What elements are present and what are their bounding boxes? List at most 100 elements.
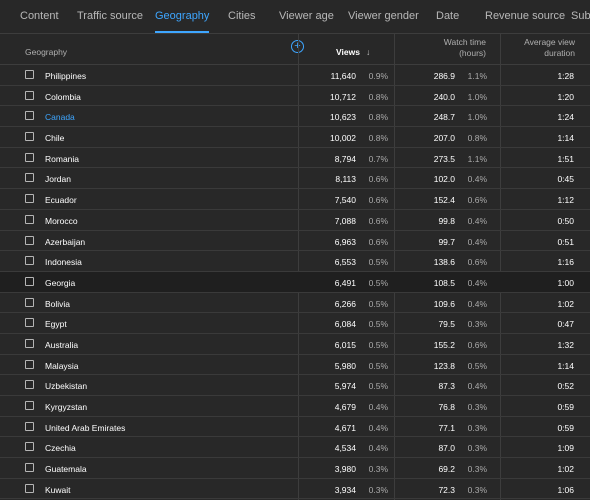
table-row[interactable]: Kuwait 3,934 0.3% 72.3 0.3% 1:06 [0, 479, 590, 500]
views-percent: 0.5% [368, 298, 388, 309]
add-metric-button[interactable]: + [291, 40, 304, 53]
average-view-duration-value: 1:14 [557, 360, 574, 371]
row-checkbox[interactable] [25, 421, 34, 431]
tab-date[interactable]: Date [436, 10, 460, 22]
row-checkbox[interactable] [25, 401, 34, 410]
average-view-duration-value: 0:51 [557, 236, 574, 247]
views-percent: 0.5% [368, 360, 388, 371]
table-row[interactable]: Georgia 6,491 0.5% 108.5 0.4% 1:00 [0, 271, 590, 293]
column-divider [394, 34, 395, 500]
table-row[interactable]: Jordan 8,113 0.6% 102.0 0.4% 0:45 [0, 168, 590, 190]
table-row[interactable]: Canada 10,623 0.8% 248.7 1.0% 1:24 [0, 106, 590, 128]
table-row[interactable]: Uzbekistan 5,974 0.5% 87.3 0.4% 0:52 [0, 375, 590, 396]
table-row[interactable]: Czechia 4,534 0.4% 87.0 0.3% 1:09 [0, 437, 590, 459]
tab-viewer-gender[interactable]: Viewer gender [348, 10, 419, 22]
table-row[interactable]: Australia 6,015 0.5% 155.2 0.6% 1:32 [0, 334, 590, 355]
table-row[interactable]: Guatemala 3,980 0.3% 69.2 0.3% 1:02 [0, 458, 590, 479]
views-percent: 0.4% [368, 443, 388, 454]
views-percent: 0.8% [368, 91, 388, 102]
watch-time-percent: 0.4% [467, 277, 487, 288]
table-row[interactable]: Egypt 6,084 0.5% 79.5 0.3% 0:47 [0, 313, 590, 334]
views-value: 6,553 [334, 257, 356, 268]
views-percent: 0.5% [368, 257, 388, 268]
country-name: Guatemala [45, 464, 87, 475]
tab-geography[interactable]: Geography [155, 0, 210, 33]
row-checkbox[interactable] [25, 483, 34, 493]
row-checkbox[interactable] [25, 338, 34, 348]
country-name[interactable]: Canada [45, 112, 75, 123]
table-row[interactable]: Indonesia 6,553 0.5% 138.6 0.6% 1:16 [0, 251, 590, 272]
row-checkbox[interactable] [25, 256, 34, 266]
tab-subscription[interactable]: Subs [571, 10, 590, 22]
table-row[interactable]: United Arab Emirates 4,671 0.4% 77.1 0.3… [0, 417, 590, 438]
row-checkbox[interactable] [25, 297, 34, 307]
row-checkbox[interactable] [25, 152, 34, 162]
watch-time-value: 123.8 [433, 360, 455, 371]
tab-traffic-source[interactable]: Traffic source [77, 10, 144, 22]
watch-time-percent: 0.5% [467, 360, 487, 371]
arrow-down-icon: ↓ [365, 47, 371, 57]
country-name: Georgia [45, 277, 76, 288]
country-name: United Arab Emirates [45, 422, 126, 433]
views-percent: 0.4% [368, 402, 388, 412]
watch-time-value: 152.4 [433, 195, 455, 206]
header-average-view-label-2: duration [544, 48, 575, 58]
table-row[interactable]: Romania 8,794 0.7% 273.5 1.1% 1:51 [0, 148, 590, 169]
header-views[interactable]: Views ↓ [336, 47, 396, 57]
views-percent: 0.6% [368, 174, 388, 185]
table-row[interactable]: Colombia 10,712 0.8% 240.0 1.0% 1:20 [0, 86, 590, 107]
table-row[interactable]: Chile 10,002 0.8% 207.0 0.8% 1:14 [0, 127, 590, 148]
table-row[interactable]: Malaysia 5,980 0.5% 123.8 0.5% 1:14 [0, 355, 590, 376]
row-checkbox[interactable] [25, 235, 34, 245]
header-geography[interactable]: Geography [25, 47, 68, 57]
row-checkbox[interactable] [25, 442, 34, 452]
watch-time-value: 108.5 [433, 277, 455, 288]
watch-time-value: 207.0 [433, 133, 455, 144]
country-name: Czechia [45, 443, 76, 454]
average-view-duration-value: 1:09 [557, 443, 574, 454]
watch-time-value: 155.2 [433, 339, 455, 350]
row-checkbox[interactable] [25, 90, 34, 100]
header-watch-time[interactable]: Watch time (hours) [408, 37, 486, 59]
watch-time-percent: 0.6% [467, 339, 487, 350]
average-view-duration-value: 0:52 [557, 381, 574, 392]
row-checkbox[interactable] [25, 173, 34, 183]
row-checkbox[interactable] [25, 214, 34, 224]
row-checkbox[interactable] [25, 380, 34, 390]
row-checkbox[interactable] [25, 194, 34, 204]
row-checkbox[interactable] [25, 132, 34, 142]
average-view-duration-value: 0:59 [557, 422, 574, 433]
views-percent: 0.9% [368, 71, 388, 81]
row-checkbox[interactable] [25, 70, 34, 79]
table-row[interactable]: Azerbaijan 6,963 0.6% 99.7 0.4% 0:51 [0, 231, 590, 252]
views-percent: 0.8% [368, 133, 388, 144]
header-average-view-duration[interactable]: Average view duration [505, 37, 575, 59]
country-name: Uzbekistan [45, 381, 88, 392]
tab-viewer-age[interactable]: Viewer age [279, 10, 334, 22]
row-checkbox[interactable] [25, 359, 34, 369]
row-checkbox[interactable] [25, 463, 34, 473]
tab-content[interactable]: Content [20, 10, 59, 22]
watch-time-percent: 0.3% [467, 402, 487, 412]
views-value: 5,974 [334, 381, 356, 392]
table-row[interactable]: Philippines 11,640 0.9% 286.9 1.1% 1:28 [0, 65, 590, 86]
watch-time-value: 102.0 [433, 174, 455, 185]
column-divider [298, 34, 299, 500]
country-name: Egypt [45, 319, 67, 330]
views-value: 6,015 [334, 339, 356, 350]
table-row[interactable]: Bolivia 6,266 0.5% 109.6 0.4% 1:02 [0, 293, 590, 314]
country-name: Bolivia [45, 298, 71, 309]
header-watch-time-label: Watch time [443, 37, 486, 47]
tab-revenue-source[interactable]: Revenue source [485, 10, 566, 22]
row-checkbox[interactable] [25, 276, 34, 286]
row-checkbox[interactable] [25, 318, 34, 328]
country-name: Romania [45, 153, 80, 164]
table-row[interactable]: Ecuador 7,540 0.6% 152.4 0.6% 1:12 [0, 189, 590, 210]
tab-cities[interactable]: Cities [228, 10, 256, 22]
country-name: Chile [45, 133, 65, 144]
table-row[interactable]: Kyrgyzstan 4,679 0.4% 76.8 0.3% 0:59 [0, 396, 590, 417]
average-view-duration-value: 0:59 [557, 402, 574, 412]
table-row[interactable]: Morocco 7,088 0.6% 99.8 0.4% 0:50 [0, 210, 590, 231]
row-checkbox[interactable] [25, 111, 34, 121]
views-value: 6,963 [334, 236, 356, 247]
